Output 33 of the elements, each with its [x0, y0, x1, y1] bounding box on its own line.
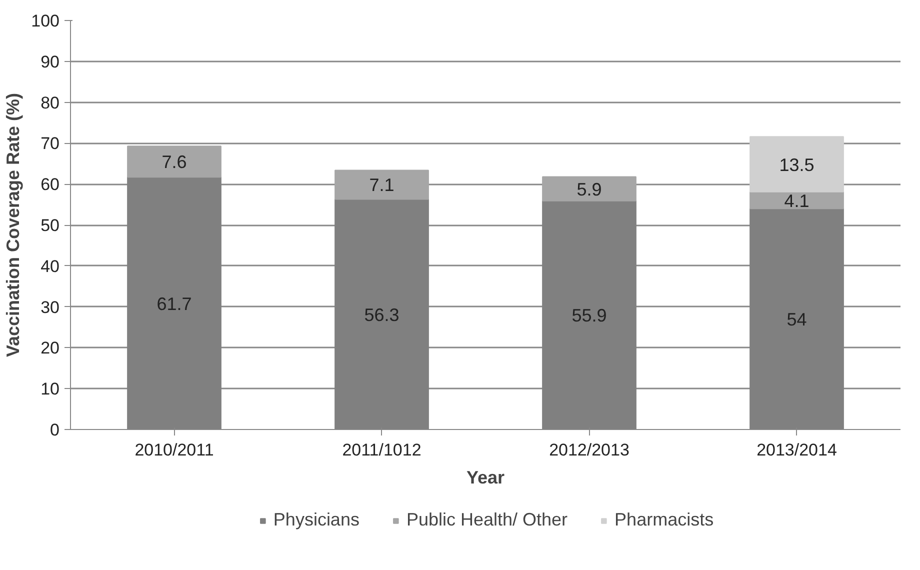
bar	[127, 146, 222, 178]
x-tick-label: 2013/2014	[756, 440, 837, 460]
data-label: 56.3	[364, 304, 400, 325]
y-tick-label: 0	[50, 420, 60, 440]
data-label: 7.6	[162, 152, 187, 172]
y-tick-label: 100	[31, 12, 60, 30]
bar	[750, 136, 844, 192]
y-tick-label: 60	[40, 175, 60, 194]
data-label: 61.7	[156, 294, 192, 314]
legend-label: Physicians	[273, 510, 360, 530]
y-tick-label: 10	[40, 380, 60, 399]
y-axis-title: Vaccination Coverage Rate (%)	[3, 92, 24, 358]
x-tick-label: 2012/2013	[549, 440, 630, 460]
x-tick-label: 2011/1012	[342, 440, 422, 460]
data-label: 7.1	[369, 175, 394, 196]
x-tick-label: 2010/2011	[134, 440, 214, 460]
data-label: 5.9	[576, 179, 602, 200]
y-tick-label: 90	[40, 52, 60, 72]
legend-label: Pharmacists	[614, 510, 714, 530]
legend-label: Public Health/ Other	[406, 510, 568, 530]
data-label: 54	[786, 310, 807, 330]
bar	[542, 176, 636, 202]
data-label: 55.9	[572, 306, 607, 326]
y-tick-label: 50	[40, 216, 60, 235]
y-tick-label: 30	[40, 298, 60, 317]
data-label: 4.1	[784, 190, 810, 211]
x-axis-title: Year	[466, 468, 505, 488]
bar	[334, 170, 429, 200]
data-label: 13.5	[779, 154, 814, 175]
y-tick-label: 70	[40, 134, 60, 154]
y-tick-label: 80	[40, 93, 60, 112]
y-tick-label: 20	[40, 338, 60, 358]
y-tick-label: 40	[40, 256, 60, 276]
